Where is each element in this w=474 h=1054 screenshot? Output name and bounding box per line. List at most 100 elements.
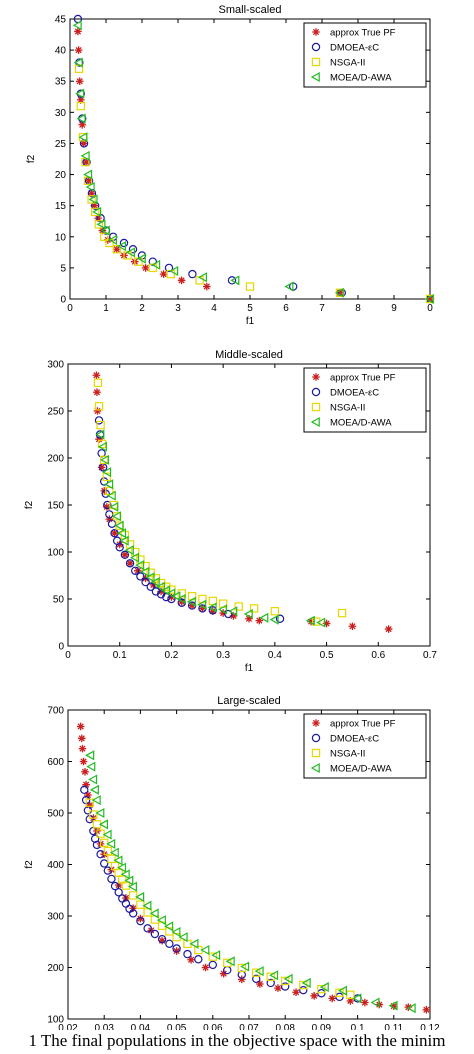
chart-title: Large-scaled [217,695,281,707]
data-point [186,596,196,607]
data-point [172,944,181,953]
data-point [141,264,150,272]
data-point [150,577,160,588]
data-point [114,520,124,531]
chart-panel-3: Large-scaled 0.02 0.03 0.04 0.05 0.06 0.07 0.08… [24,695,440,1030]
y-tick-label: 250 [47,407,64,418]
x-tick-label: 6 [283,303,289,314]
data-point [255,616,264,625]
data-point [87,189,96,198]
legend-marker [312,28,320,36]
data-point [89,810,98,819]
legend-label: NSGA-II [330,58,365,69]
data-point [121,551,129,559]
data-point [81,768,89,776]
data-point [83,169,93,180]
data-point [126,559,134,568]
data-point [124,875,134,886]
data-point [307,617,315,626]
data-point [187,955,195,964]
data-point [99,477,109,486]
data-point [119,535,129,546]
y-tick-label: 150 [47,501,64,512]
data-point [82,158,90,166]
data-point [100,225,110,236]
data-point [116,241,126,252]
data-point [319,982,329,993]
y-tick-label: 35 [55,77,67,88]
data-point [275,614,285,623]
y-tick-label: 40 [55,46,67,57]
legend-label: approx True PF [330,719,396,730]
data-point [128,909,138,918]
data-point [77,96,85,104]
data-point [172,947,181,955]
legend-marker [311,733,321,743]
data-point [426,295,434,303]
data-point [99,838,109,848]
legend-label: DMOEA-εC [330,43,379,54]
data-point [111,511,121,522]
y-tick-label: 45 [55,15,67,26]
data-point [89,784,99,795]
x-tick-label: 3 [175,303,181,314]
data-point [113,245,121,254]
data-point [388,1000,398,1011]
data-point [74,27,82,36]
x-tick-label: 1 [103,303,109,314]
data-point [316,617,326,628]
data-point [104,479,114,490]
data-point [79,757,88,766]
data-point [107,874,116,884]
data-point [240,961,250,972]
data-point [157,934,167,944]
data-point [95,807,105,819]
data-point [102,829,112,840]
data-point [136,914,145,923]
legend-box [303,22,427,88]
data-point [406,1003,416,1014]
data-point [131,566,140,576]
data-point [88,194,98,205]
data-point [72,20,82,31]
data-point [96,420,105,430]
data-point [229,612,238,620]
data-point [125,247,135,258]
x-axis-label: f1 [246,316,255,327]
chart-title: Middle-scaled [215,349,283,361]
legend-box [303,367,427,433]
y-tick-label: 300 [47,912,64,923]
data-point [209,607,217,616]
x-tick-label: 0.3 [216,650,230,661]
data-point [348,622,357,631]
data-point [93,407,102,415]
chart-panel-2: Middle-scaled 0 0.1 0.2 0.3 0.4 0.5 0.6 0.7 0 50 10… [24,349,437,674]
data-point [76,113,86,124]
data-point [74,46,83,54]
x-tick-label: 0.02 [58,1023,78,1030]
y-tick-label: 25 [55,139,67,150]
x-tick-label: 0.12 [420,1023,440,1030]
data-point [281,982,290,991]
chart-title: Small-scaled [219,4,282,16]
y-tick-label: 700 [47,706,64,717]
data-point [140,566,150,577]
data-point [384,625,393,633]
data-point [94,402,104,411]
y-tick-label: 20 [55,170,67,181]
data-point [177,276,186,285]
data-point [346,997,355,1005]
data-point [135,560,145,571]
data-point [99,232,109,241]
data-point [141,577,150,587]
data-point [171,591,181,602]
data-point [155,581,165,592]
x-tick-label: 7 [319,303,325,314]
data-point [164,921,174,932]
data-point [256,980,264,988]
y-tick-label: 100 [47,1015,64,1026]
data-point [136,253,146,264]
data-point [95,429,105,440]
legend: approx True PF DMOEA-εC NSGA-II MOEA/D-AWA [303,22,427,88]
